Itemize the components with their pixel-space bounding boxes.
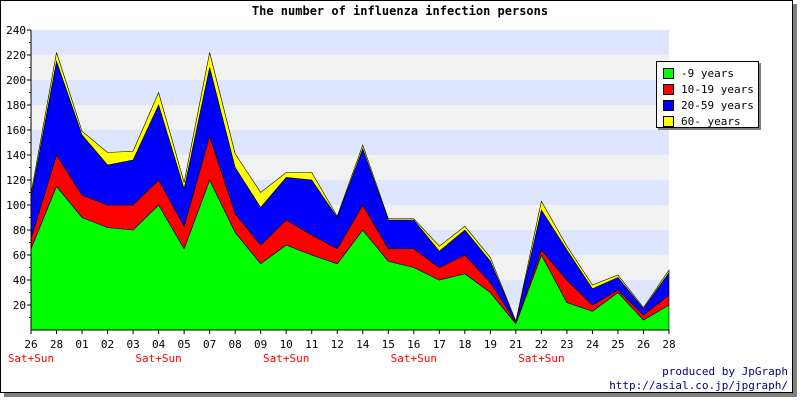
legend-label: 60- years xyxy=(681,115,741,128)
x-tick-label: 19 xyxy=(484,338,497,351)
y-tick-label: 40 xyxy=(13,274,26,287)
legend-label: -9 years xyxy=(681,67,734,80)
legend-label: 20-59 years xyxy=(681,99,754,112)
legend-swatch xyxy=(663,68,674,79)
x-tick-label: 12 xyxy=(331,338,344,351)
grid-band xyxy=(31,105,669,130)
grid-band xyxy=(31,30,669,55)
y-tick-label: 180 xyxy=(6,99,26,112)
credit: produced by JpGraph http://asial.co.jp/j… xyxy=(609,365,788,393)
y-tick-label: 160 xyxy=(6,124,26,137)
x-tick-label: 22 xyxy=(535,338,548,351)
weekend-labels: Sat+Sun Sat+Sun Sat+Sun Sat+Sun Sat+Sun xyxy=(8,352,565,365)
x-tick-label: 26 xyxy=(24,338,37,351)
weekend-label: Sat+Sun xyxy=(135,352,181,365)
y-tick-label: 120 xyxy=(6,174,26,187)
y-tick-labels: 20 40 60 80 100 120 140 160 180 200 220 240 xyxy=(6,24,26,312)
credit-line: produced by JpGraph xyxy=(609,365,788,379)
x-tick-label: 23 xyxy=(560,338,573,351)
legend-swatch xyxy=(663,100,674,111)
weekend-label: Sat+Sun xyxy=(263,352,309,365)
y-tick-label: 100 xyxy=(6,199,26,212)
y-tick-label: 60 xyxy=(13,249,26,262)
weekend-label: Sat+Sun xyxy=(391,352,437,365)
legend-label: 10-19 years xyxy=(681,83,754,96)
x-tick-label: 15 xyxy=(382,338,395,351)
y-tick-label: 80 xyxy=(13,224,26,237)
legend-item: -9 years xyxy=(663,65,758,81)
x-tick-label: 08 xyxy=(229,338,242,351)
credit-link[interactable]: http://asial.co.jp/jpgraph/ xyxy=(609,379,788,393)
x-tick-label: 16 xyxy=(407,338,420,351)
x-tick-label: 28 xyxy=(662,338,675,351)
grid-band xyxy=(31,80,669,105)
x-tick-label: 07 xyxy=(203,338,216,351)
x-tick-label: 21 xyxy=(509,338,522,351)
legend-swatch xyxy=(663,84,674,95)
legend-item: 10-19 years xyxy=(663,81,758,97)
y-tick-label: 240 xyxy=(6,24,26,37)
legend-swatch xyxy=(663,116,674,127)
x-tick-label: 05 xyxy=(177,338,190,351)
x-tick-label: 18 xyxy=(458,338,471,351)
legend-item: 60- years xyxy=(663,113,758,129)
x-tick-label: 03 xyxy=(126,338,139,351)
legend: -9 years 10-19 years 20-59 years 60- yea… xyxy=(656,61,759,128)
weekend-label: Sat+Sun xyxy=(518,352,564,365)
x-tick-label: 17 xyxy=(433,338,446,351)
grid-band xyxy=(31,55,669,80)
y-tick-label: 140 xyxy=(6,149,26,162)
x-tick-label: 28 xyxy=(50,338,63,351)
x-tick-label: 24 xyxy=(586,338,600,351)
y-tick-label: 20 xyxy=(13,299,26,312)
y-tick-label: 200 xyxy=(6,74,26,87)
x-tick-label: 09 xyxy=(254,338,267,351)
x-tick-label: 11 xyxy=(305,338,318,351)
x-tick-label: 10 xyxy=(280,338,293,351)
y-tick-label: 220 xyxy=(6,49,26,62)
legend-item: 20-59 years xyxy=(663,97,758,113)
x-tick-label: 14 xyxy=(356,338,370,351)
grid-band xyxy=(31,130,669,155)
weekend-label: Sat+Sun xyxy=(8,352,54,365)
x-tick-label: 01 xyxy=(75,338,88,351)
x-tick-label: 26 xyxy=(637,338,650,351)
x-tick-label: 25 xyxy=(611,338,624,351)
x-tick-label: 02 xyxy=(101,338,114,351)
x-tick-label: 04 xyxy=(152,338,166,351)
x-tick-labels: 26 28 01 02 03 04 05 07 08 09 10 11 12 14 15 16 17 18 19 21… xyxy=(24,338,675,351)
